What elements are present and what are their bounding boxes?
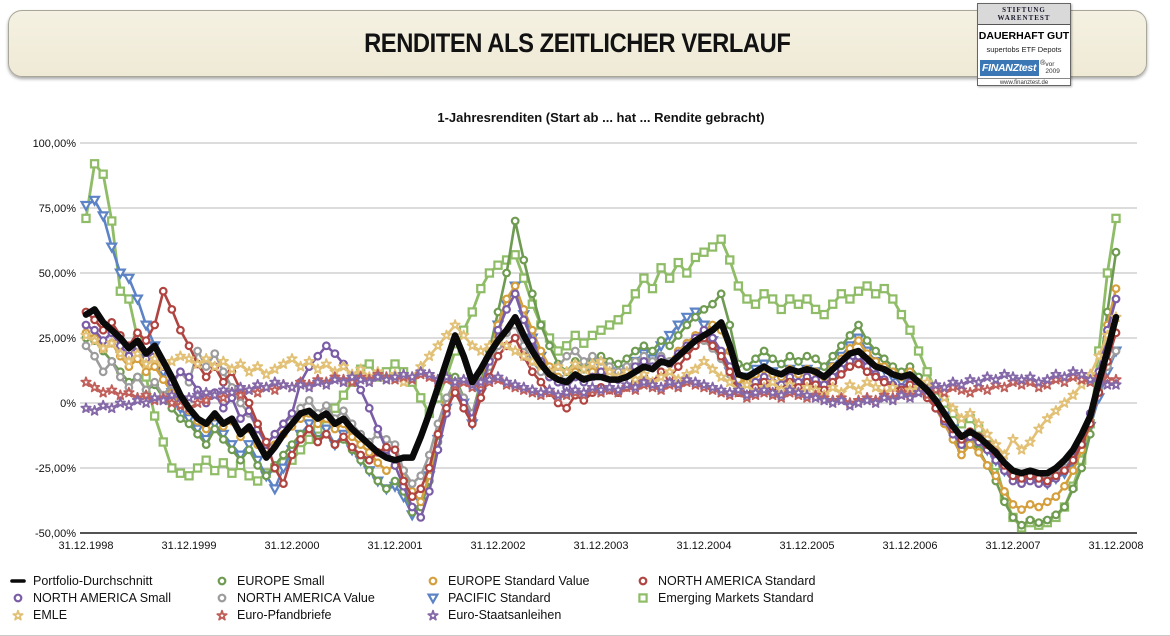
legend-item: EUROPE Standard Value bbox=[425, 572, 635, 589]
svg-text:31.12.2002: 31.12.2002 bbox=[470, 540, 525, 552]
legend-label: NORTH AMERICA Value bbox=[237, 590, 375, 605]
svg-text:0%: 0% bbox=[60, 398, 76, 410]
legend-label: Euro-Staatsanleihen bbox=[448, 607, 562, 622]
legend-item: EMLE bbox=[10, 606, 214, 623]
legend-label: NORTH AMERICA Small bbox=[33, 590, 171, 605]
legend-item: Emerging Markets Standard bbox=[635, 589, 1160, 606]
svg-text:31.12.2004: 31.12.2004 bbox=[676, 540, 731, 552]
svg-text:-50,00%: -50,00% bbox=[35, 528, 76, 540]
legend-item: PACIFIC Standard bbox=[425, 589, 635, 606]
svg-text:31.12.1998: 31.12.1998 bbox=[58, 540, 113, 552]
svg-text:31.12.2008: 31.12.2008 bbox=[1088, 540, 1143, 552]
line-swatch-icon bbox=[10, 578, 26, 583]
legend-item: NORTH AMERICA Standard bbox=[635, 572, 1160, 589]
svg-text:31.12.1999: 31.12.1999 bbox=[161, 540, 216, 552]
legend-label: NORTH AMERICA Standard bbox=[658, 573, 816, 588]
registered-mark: ® bbox=[1040, 60, 1046, 67]
star-marker-icon bbox=[12, 609, 24, 621]
svg-text:-25,00%: -25,00% bbox=[35, 463, 76, 475]
svg-text:1-Jahresrenditen (Start ab ...: 1-Jahresrenditen (Start ab ... hat ... R… bbox=[437, 110, 764, 125]
star-marker-icon bbox=[216, 609, 228, 621]
badge-logo-row: FINANZtest ® vor 2009 bbox=[980, 60, 1068, 76]
page-title: RENDITEN ALS ZEITLICHER VERLAUF bbox=[364, 28, 791, 58]
legend-label: Euro-Pfandbriefe bbox=[237, 607, 332, 622]
star-marker-icon bbox=[427, 609, 439, 621]
circle-marker-icon bbox=[217, 576, 227, 585]
legend-item: NORTH AMERICA Value bbox=[214, 589, 425, 606]
svg-text:50,00%: 50,00% bbox=[39, 268, 77, 280]
finanztest-badge: STIFTUNG WARENTEST DAUERHAFT GUT superto… bbox=[977, 3, 1071, 86]
triangle-down-marker-icon bbox=[426, 592, 440, 605]
legend-item: EUROPE Small bbox=[214, 572, 425, 589]
legend-label: EUROPE Small bbox=[237, 573, 325, 588]
square-marker-icon bbox=[638, 592, 648, 603]
svg-text:31.12.2000: 31.12.2000 bbox=[264, 540, 319, 552]
circle-marker-icon bbox=[217, 593, 227, 602]
badge-grade-label: DAUERHAFT GUT bbox=[978, 30, 1070, 42]
svg-text:31.12.2003: 31.12.2003 bbox=[573, 540, 628, 552]
badge-subject-label: supertobs ETF Depots bbox=[986, 45, 1062, 54]
chart-legend: Portfolio-Durchschnitt NORTH AMERICA Smal… bbox=[10, 572, 1160, 623]
svg-text:25,00%: 25,00% bbox=[39, 333, 77, 345]
finanztest-logo: FINANZtest bbox=[980, 60, 1040, 76]
header-banner: RENDITEN ALS ZEITLICHER VERLAUF bbox=[8, 10, 1147, 77]
circle-marker-icon bbox=[13, 593, 23, 602]
circle-marker-icon bbox=[428, 576, 438, 585]
badge-url-label: www.finanztest.de bbox=[978, 78, 1070, 88]
svg-text:100,00%: 100,00% bbox=[33, 138, 77, 150]
legend-label: Emerging Markets Standard bbox=[658, 590, 814, 605]
svg-text:31.12.2005: 31.12.2005 bbox=[779, 540, 834, 552]
legend-item: Euro-Staatsanleihen bbox=[425, 606, 635, 623]
circle-marker-icon bbox=[638, 576, 648, 585]
legend-item: NORTH AMERICA Small bbox=[10, 589, 214, 606]
svg-text:31.12.2007: 31.12.2007 bbox=[985, 540, 1040, 552]
legend-item: Euro-Pfandbriefe bbox=[214, 606, 425, 623]
legend-label: Portfolio-Durchschnitt bbox=[33, 573, 153, 588]
svg-text:31.12.2001: 31.12.2001 bbox=[367, 540, 422, 552]
svg-text:75,00%: 75,00% bbox=[39, 203, 77, 215]
legend-label: EUROPE Standard Value bbox=[448, 573, 590, 588]
legend-label: EMLE bbox=[33, 607, 68, 622]
badge-year-label: vor 2009 bbox=[1045, 61, 1060, 75]
svg-text:31.12.2006: 31.12.2006 bbox=[882, 540, 937, 552]
legend-label: PACIFIC Standard bbox=[448, 590, 551, 605]
legend-item: Portfolio-Durchschnitt bbox=[10, 572, 214, 589]
badge-publisher-label: STIFTUNG WARENTEST bbox=[978, 4, 1070, 25]
